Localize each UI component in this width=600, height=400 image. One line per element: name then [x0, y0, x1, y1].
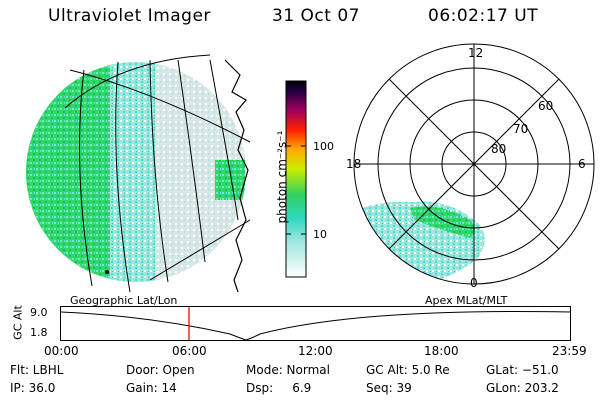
geographic-panel-label: Geographic Lat/Lon — [70, 294, 178, 307]
geographic-image — [26, 54, 251, 293]
dsp-status: Dsp: 6.9 — [246, 381, 312, 395]
gc-alt-status: GC Alt: 5.0 Re — [366, 363, 450, 377]
colorbar — [285, 80, 307, 278]
polar-grid — [353, 43, 595, 285]
mlt-label-12: 12 — [468, 46, 484, 60]
apex-panel-label: Apex MLat/MLT — [425, 294, 508, 307]
mlt-label-6: 6 — [578, 157, 586, 171]
map-marker — [105, 270, 109, 274]
mode-status: Mode: Normal — [246, 363, 330, 377]
time-tick-0600: 06:00 — [172, 344, 207, 358]
seq-status: Seq: 39 — [366, 381, 412, 395]
gain-status: Gain: 14 — [126, 381, 177, 395]
time-label: 06:02:17 UT — [428, 6, 539, 26]
mlt-label-18: 18 — [346, 157, 362, 171]
altitude-strip — [60, 306, 571, 341]
altitude-curve — [60, 310, 571, 341]
ip-status: IP: 36.0 — [10, 381, 56, 395]
latlon-grid — [64, 54, 251, 293]
altitude-tick-high: 9.0 — [30, 306, 48, 319]
lat-label-80: 80 — [491, 142, 507, 156]
time-tick-1200: 12:00 — [298, 344, 333, 358]
polar-plot — [353, 43, 595, 285]
instrument-title: Ultraviolet Imager — [48, 6, 211, 26]
filter-status: Flt: LBHL — [10, 363, 64, 377]
colorbar-tick-10: 10 — [313, 228, 327, 241]
time-tick-1800: 18:00 — [424, 344, 459, 358]
lat-label-60: 60 — [538, 99, 554, 113]
time-tick-0000: 00:00 — [44, 344, 79, 358]
earth-disk — [26, 62, 246, 282]
polar-auroral-oval — [354, 201, 485, 284]
glat-status: GLat: −51.0 — [486, 363, 559, 377]
altitude-tick-low: 1.8 — [30, 326, 48, 339]
colorbar-tick-100: 100 — [313, 140, 334, 153]
door-status: Door: Open — [126, 363, 195, 377]
colorbar-unit-label: photon cm⁻²s⁻¹ — [275, 130, 289, 224]
date-label: 31 Oct 07 — [272, 6, 360, 26]
altitude-ylabel: GC Alt — [11, 305, 25, 340]
mlt-label-0: 0 — [470, 276, 478, 290]
glon-status: GLon: 203.2 — [486, 381, 559, 395]
lat-label-70: 70 — [513, 122, 529, 136]
time-tick-2359: 23:59 — [552, 344, 587, 358]
coastline — [224, 59, 249, 293]
